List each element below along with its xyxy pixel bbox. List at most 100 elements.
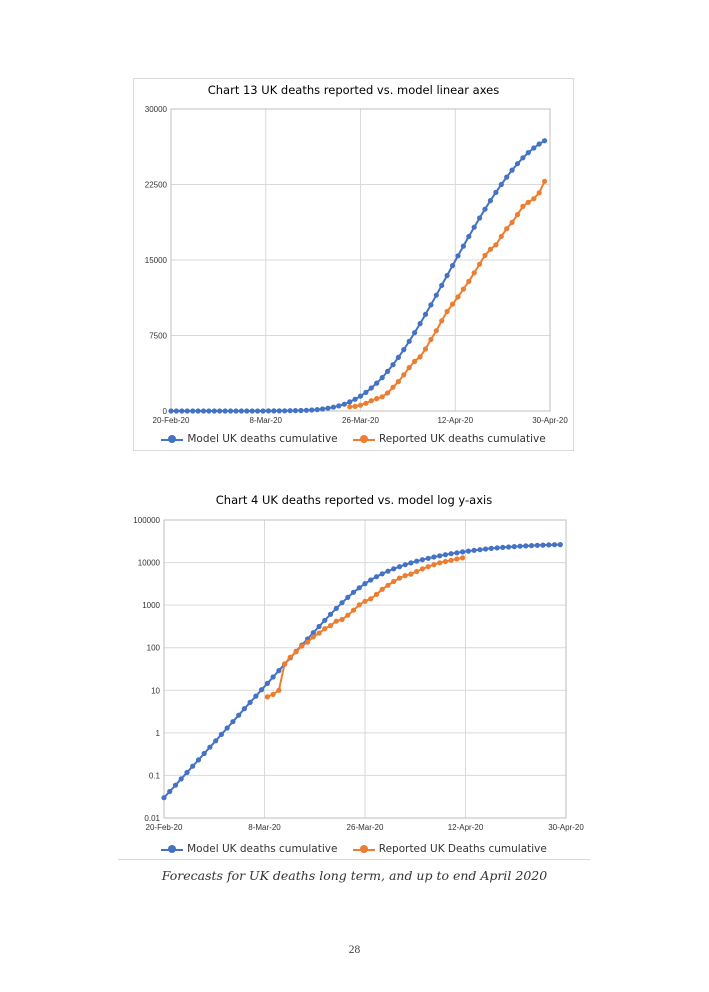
data-point [460, 243, 466, 249]
x-tick-label: 26-Mar-20 [342, 416, 379, 425]
data-point [350, 589, 357, 595]
data-point [322, 617, 328, 623]
data-point [531, 145, 537, 151]
data-point [439, 282, 445, 288]
data-point [310, 630, 316, 636]
data-point [414, 558, 420, 564]
legend-marker-icon [161, 844, 184, 854]
data-point [287, 654, 293, 660]
data-point [511, 544, 517, 550]
x-tick-label: 30-Apr-20 [532, 416, 568, 425]
data-point [455, 253, 461, 259]
y-tick-label: 15000 [145, 256, 168, 265]
data-point [514, 161, 521, 167]
data-point [442, 558, 448, 565]
x-tick-label: 26-Mar-20 [347, 823, 384, 832]
y-tick-label: 10000 [138, 559, 161, 568]
y-tick-label: 22500 [145, 181, 168, 190]
data-point [471, 270, 477, 276]
data-point [201, 750, 207, 757]
data-point [178, 776, 184, 782]
x-tick-label: 20-Feb-20 [146, 823, 183, 832]
data-point [498, 181, 504, 188]
data-point [454, 556, 460, 562]
legend-label: Model UK deaths cumulative [187, 433, 338, 445]
data-point [339, 616, 345, 623]
data-point [477, 215, 483, 221]
y-tick-label: 100000 [133, 516, 160, 525]
data-point [483, 546, 489, 552]
data-point [431, 562, 437, 568]
data-point [362, 581, 368, 587]
data-point [431, 554, 437, 560]
data-point [437, 553, 443, 559]
data-point [520, 203, 526, 209]
data-point [339, 600, 345, 606]
data-point [217, 408, 223, 414]
data-point [385, 568, 391, 574]
data-point [241, 706, 247, 712]
data-point [238, 408, 244, 414]
data-point [168, 408, 174, 414]
data-point [299, 643, 305, 649]
data-point [233, 408, 239, 414]
data-point [379, 571, 385, 577]
data-point [305, 639, 311, 645]
y-tick-label: 1000 [142, 601, 160, 610]
data-point [406, 338, 412, 344]
data-point [401, 372, 407, 378]
data-point [345, 612, 351, 618]
data-point [466, 278, 472, 284]
data-point [350, 607, 357, 613]
x-tick-label: 8-Mar-20 [248, 823, 281, 832]
data-point [428, 302, 434, 308]
data-point [509, 219, 515, 225]
data-point [448, 557, 454, 563]
data-point [500, 544, 506, 550]
data-point [379, 394, 385, 400]
data-point [260, 408, 266, 414]
data-point [493, 242, 499, 248]
data-point [368, 596, 374, 602]
data-point [303, 407, 309, 413]
data-point [368, 577, 374, 583]
data-point [190, 408, 196, 414]
data-point [433, 292, 439, 298]
data-point [264, 680, 270, 686]
data-point [236, 712, 242, 718]
data-point [402, 562, 408, 568]
data-point [184, 769, 190, 776]
data-point [356, 602, 362, 608]
data-point [460, 555, 466, 561]
data-point [265, 408, 272, 414]
data-point [390, 384, 396, 390]
chart-legend: Model UK deaths cumulative Reported UK D… [118, 843, 590, 855]
data-point [546, 542, 552, 548]
data-point [422, 311, 429, 317]
data-point [368, 385, 374, 391]
data-point [200, 408, 207, 414]
data-point [419, 566, 425, 572]
data-point [276, 668, 282, 674]
x-tick-label: 8-Mar-20 [250, 416, 283, 425]
data-point [498, 233, 504, 239]
y-tick-label: 0.01 [144, 814, 160, 823]
data-point [412, 358, 418, 364]
data-point [536, 141, 542, 147]
data-point [325, 405, 331, 411]
data-point [455, 294, 461, 300]
data-point [362, 598, 368, 604]
data-point [179, 408, 185, 414]
series-model [168, 138, 548, 414]
data-point [471, 547, 477, 553]
data-point [408, 560, 414, 566]
data-point [391, 578, 397, 585]
data-point [276, 408, 282, 414]
data-point [352, 396, 358, 402]
data-point [320, 406, 326, 412]
data-point [373, 591, 380, 597]
data-point [444, 308, 450, 315]
data-point [184, 408, 190, 414]
chart-title: Chart 13 UK deaths reported vs. model li… [207, 83, 500, 97]
data-point [282, 661, 288, 667]
